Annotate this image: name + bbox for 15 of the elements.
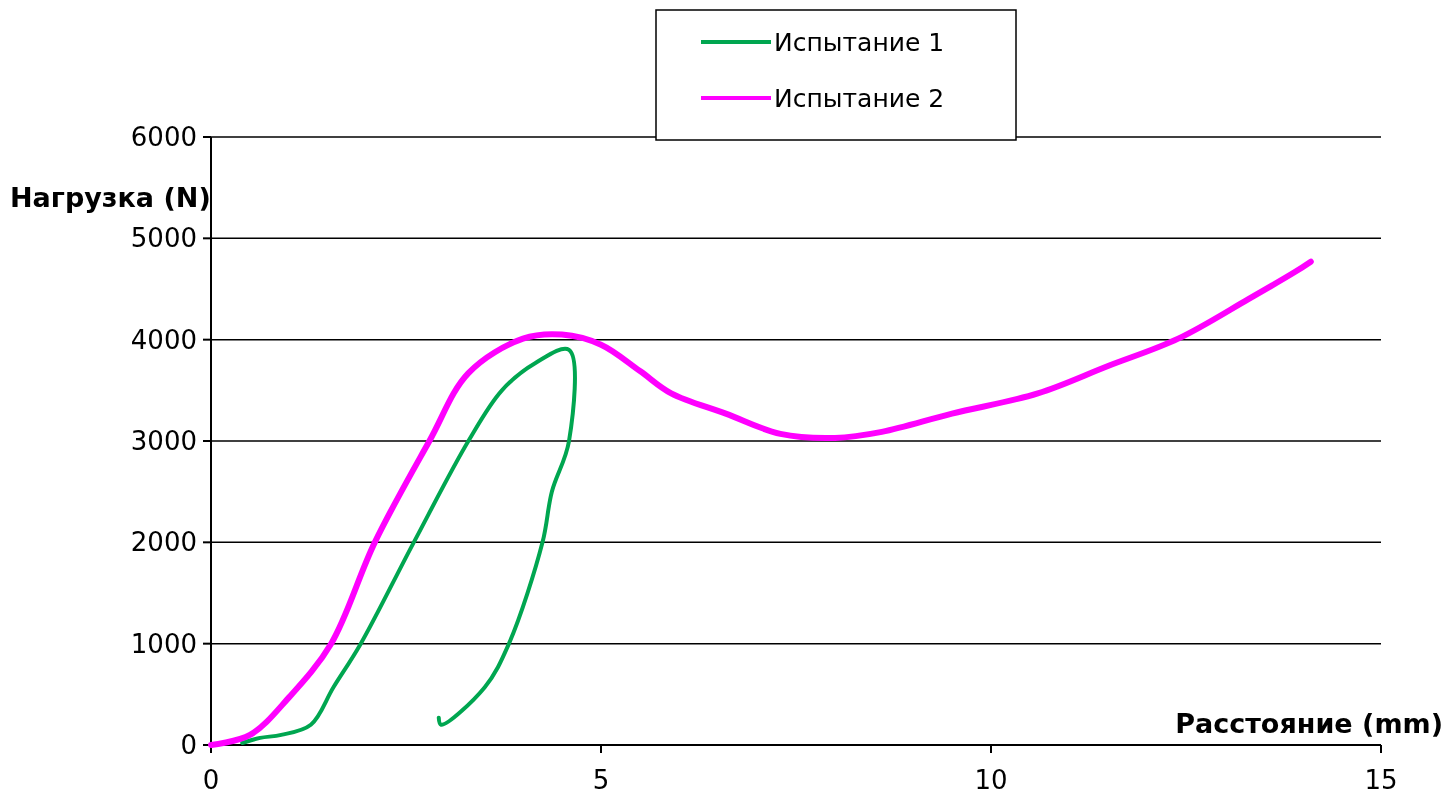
y-tick-label: 4000 (130, 324, 197, 355)
legend-label: Испытание 2 (774, 83, 945, 113)
y-tick-label: 5000 (130, 223, 197, 254)
x-tick-label: 5 (592, 765, 610, 795)
x-tick-label: 15 (1364, 765, 1398, 795)
x-tick-label: 10 (974, 765, 1008, 795)
y-tick-label: 2000 (130, 527, 197, 558)
y-tick-label: 0 (180, 730, 197, 761)
x-axis-title: Расстояние (mm) (1175, 708, 1443, 739)
y-axis-title: Нагрузка (N) (10, 182, 211, 213)
y-tick-label: 3000 (130, 426, 197, 457)
legend-label: Испытание 1 (774, 27, 945, 57)
y-tick-label: 6000 (130, 122, 197, 153)
x-tick-label: 0 (202, 765, 220, 795)
y-tick-label: 1000 (130, 628, 197, 659)
